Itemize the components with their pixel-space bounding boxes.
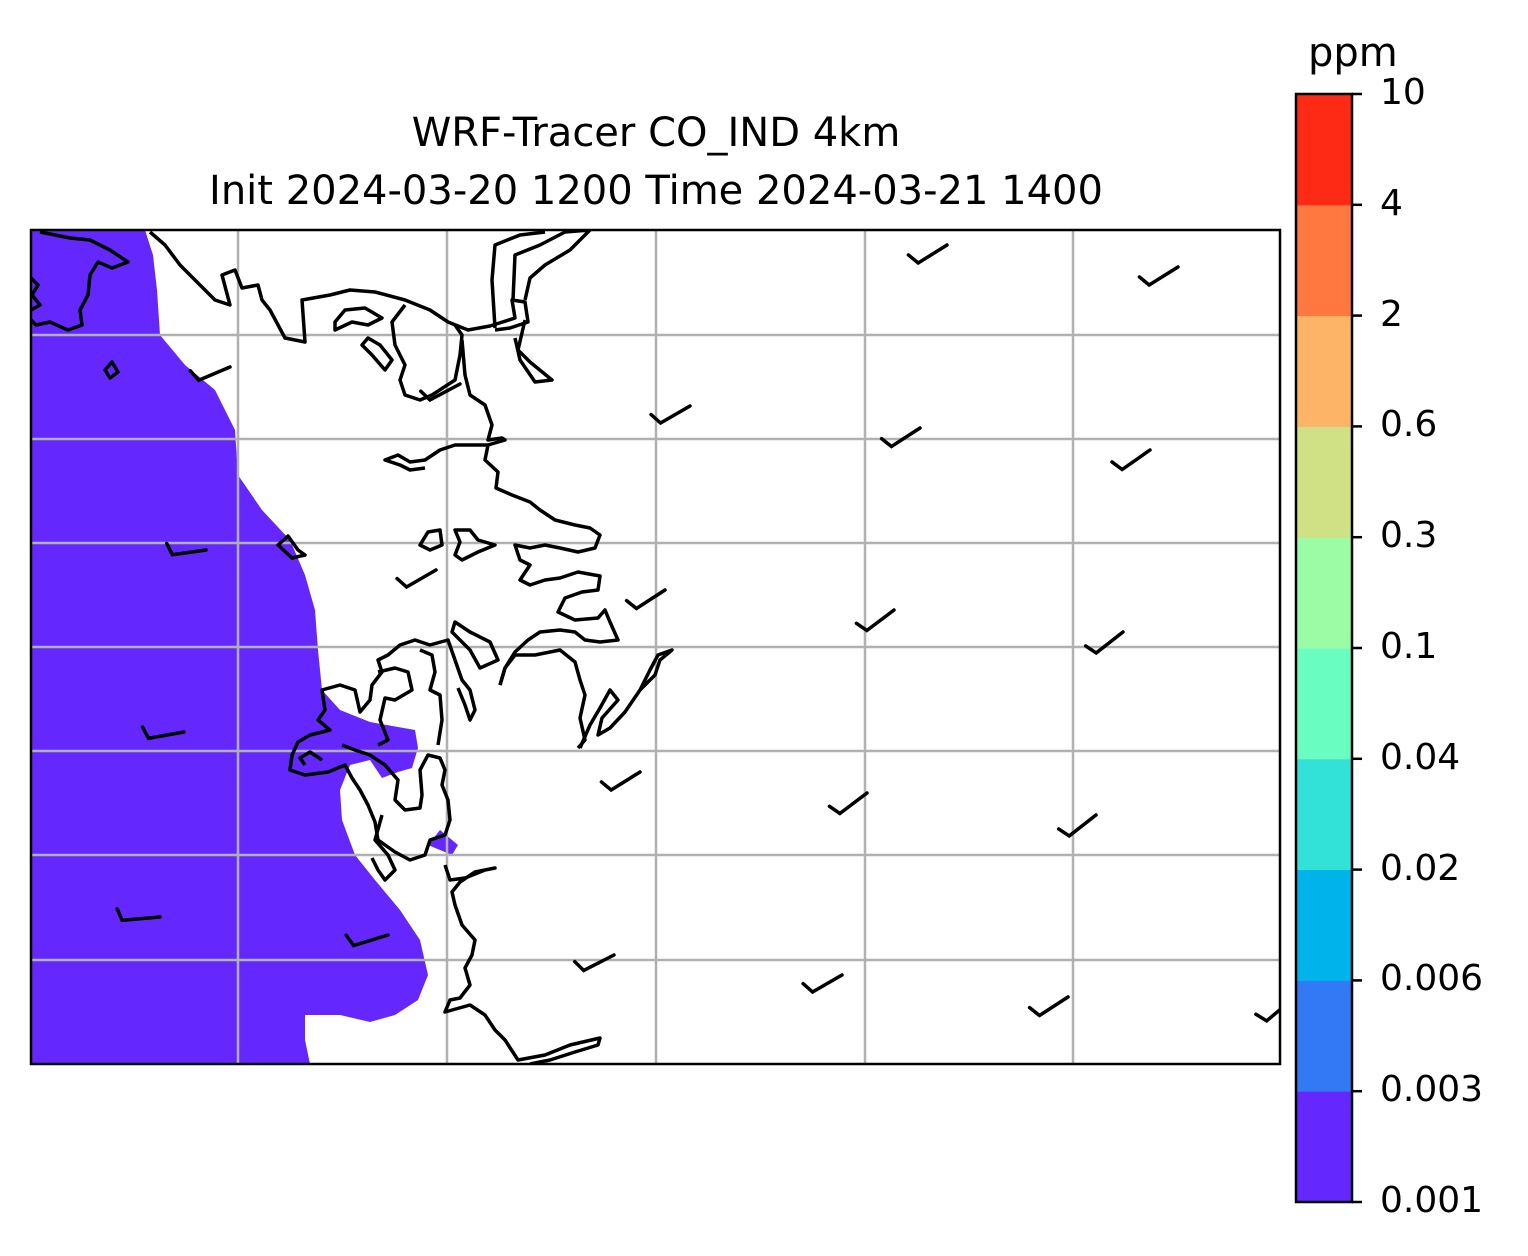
colorbar-segment: [1296, 315, 1352, 427]
coastlines: [31, 230, 674, 1064]
map-title-line1: WRF-Tracer CO_IND 4km: [411, 110, 901, 156]
colorbar-tick-label: 0.3: [1380, 515, 1438, 557]
colorbar-tick-label: 0.003: [1380, 1069, 1484, 1111]
colorbar-tick-label: 0.6: [1380, 404, 1438, 446]
colorbar-segment: [1296, 980, 1352, 1092]
wind-barb: [1254, 1007, 1280, 1024]
wind-barb: [801, 973, 844, 995]
wind-barbs: [115, 243, 1280, 1024]
map-frame: [29, 228, 1282, 1066]
wind-barb: [827, 791, 869, 816]
wind-barb: [572, 953, 616, 973]
map-title-line2: Init 2024-03-20 1200 Time 2024-03-21 140…: [209, 168, 1103, 214]
colorbar-tick-label: 0.1: [1380, 626, 1438, 667]
wind-barb: [906, 243, 949, 266]
wind-barb: [395, 568, 438, 590]
wind-barb: [624, 588, 667, 611]
wind-barb: [879, 426, 922, 449]
colorbar: [1294, 92, 1362, 1204]
wind-barb: [140, 725, 186, 741]
colorbar-unit-label: ppm: [1308, 30, 1398, 76]
colorbar-segment: [1296, 204, 1352, 317]
colorbar-segment: [1296, 537, 1352, 649]
wind-barb: [115, 906, 162, 923]
colorbar-segment: [1296, 758, 1352, 871]
wind-barb: [1027, 995, 1070, 1018]
colorbar-tick-label: 0.006: [1380, 958, 1484, 1000]
wind-barb: [1137, 265, 1180, 288]
colorbar-tick-label: 4: [1380, 182, 1403, 224]
colorbar-tick-label: 10: [1380, 72, 1426, 113]
wind-barb: [1083, 630, 1125, 656]
colorbar-segment: [1296, 94, 1352, 206]
colorbar-segment: [1296, 1091, 1352, 1203]
wind-barb: [1110, 448, 1152, 472]
colorbar-segment: [1296, 869, 1352, 981]
map-gridlines: [31, 230, 1280, 1064]
wind-barb: [854, 608, 896, 633]
wind-barb: [164, 541, 208, 557]
colorbar-segment: [1296, 648, 1352, 760]
wind-barb: [649, 404, 692, 426]
colorbar-segment: [1296, 426, 1352, 538]
wind-barb: [344, 933, 390, 948]
wind-barb: [188, 365, 232, 383]
colorbar-tick-label: 0.04: [1380, 736, 1461, 778]
tracer-field-patch: [428, 830, 458, 855]
wind-barb: [419, 382, 462, 403]
wind-barb: [1056, 813, 1098, 839]
wind-barb: [599, 770, 642, 793]
colorbar-tick-label: 2: [1380, 293, 1403, 335]
colorbar-tick-label: 0.001: [1380, 1180, 1484, 1221]
colorbar-tick-label: 0.02: [1380, 847, 1461, 889]
